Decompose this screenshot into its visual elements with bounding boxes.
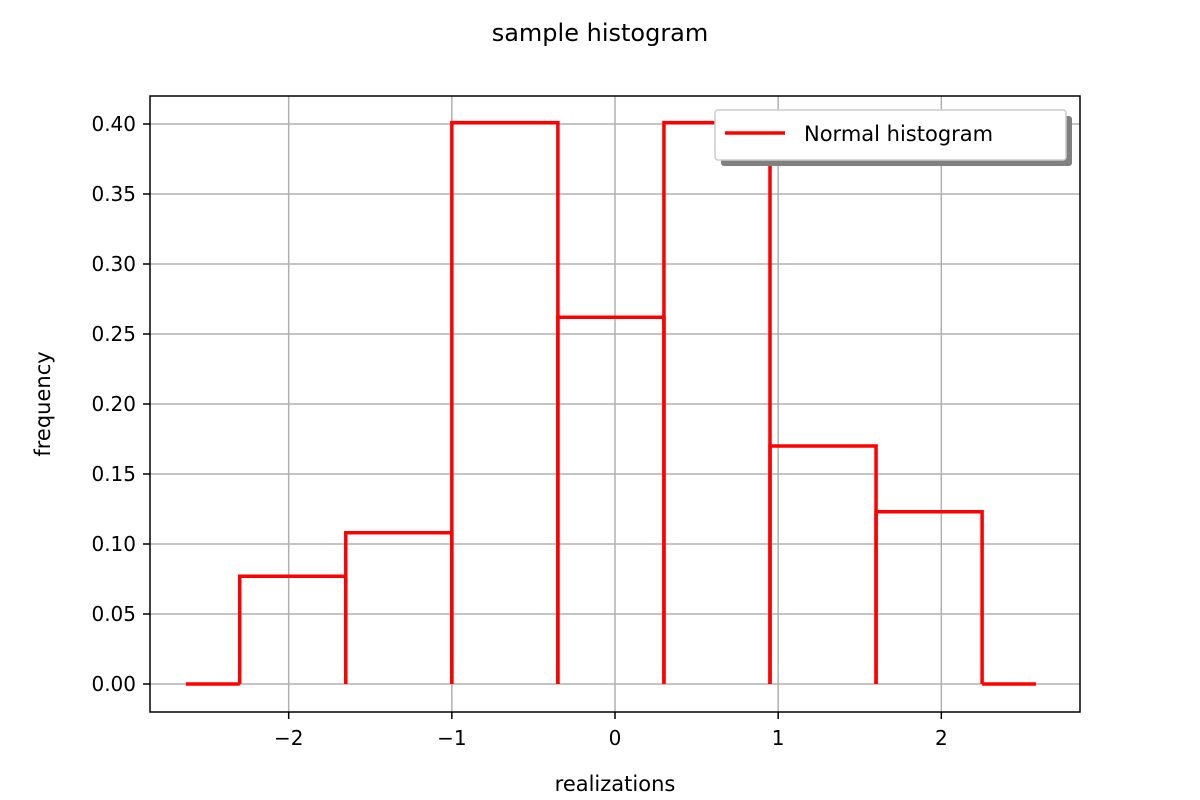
x-axis-label: realizations — [555, 772, 676, 796]
x-tick-label: −1 — [437, 726, 466, 750]
y-tick-label: 0.05 — [91, 602, 136, 626]
grid-lines — [150, 96, 1080, 712]
chart-title: sample histogram — [492, 19, 709, 47]
y-tick-label: 0.10 — [91, 532, 136, 556]
y-tick-label: 0.35 — [91, 182, 136, 206]
y-tick-label: 0.30 — [91, 252, 136, 276]
series-layer — [185, 120, 1036, 686]
y-tick-label: 0.25 — [91, 322, 136, 346]
y-axis-label: frequency — [31, 351, 55, 456]
legend: Normal histogram — [714, 109, 1072, 166]
legend-label: Normal histogram — [804, 122, 993, 146]
y-tick-label: 0.20 — [91, 392, 136, 416]
axis-ticks: −2 −1 0 1 2 0.00 0.05 0.10 0.15 0.20 0.25 0.30 0.35 0… — [91, 112, 947, 750]
y-tick-label: 0.40 — [91, 112, 136, 136]
x-tick-label: 1 — [772, 726, 785, 750]
histogram-bin-6 — [874, 510, 984, 684]
y-tick-label: 0.00 — [91, 672, 136, 696]
y-tick-label: 0.15 — [91, 462, 136, 486]
x-tick-label: 2 — [935, 726, 948, 750]
x-tick-label: −2 — [274, 726, 303, 750]
x-tick-label: 0 — [609, 726, 622, 750]
legend-box — [714, 109, 1067, 161]
